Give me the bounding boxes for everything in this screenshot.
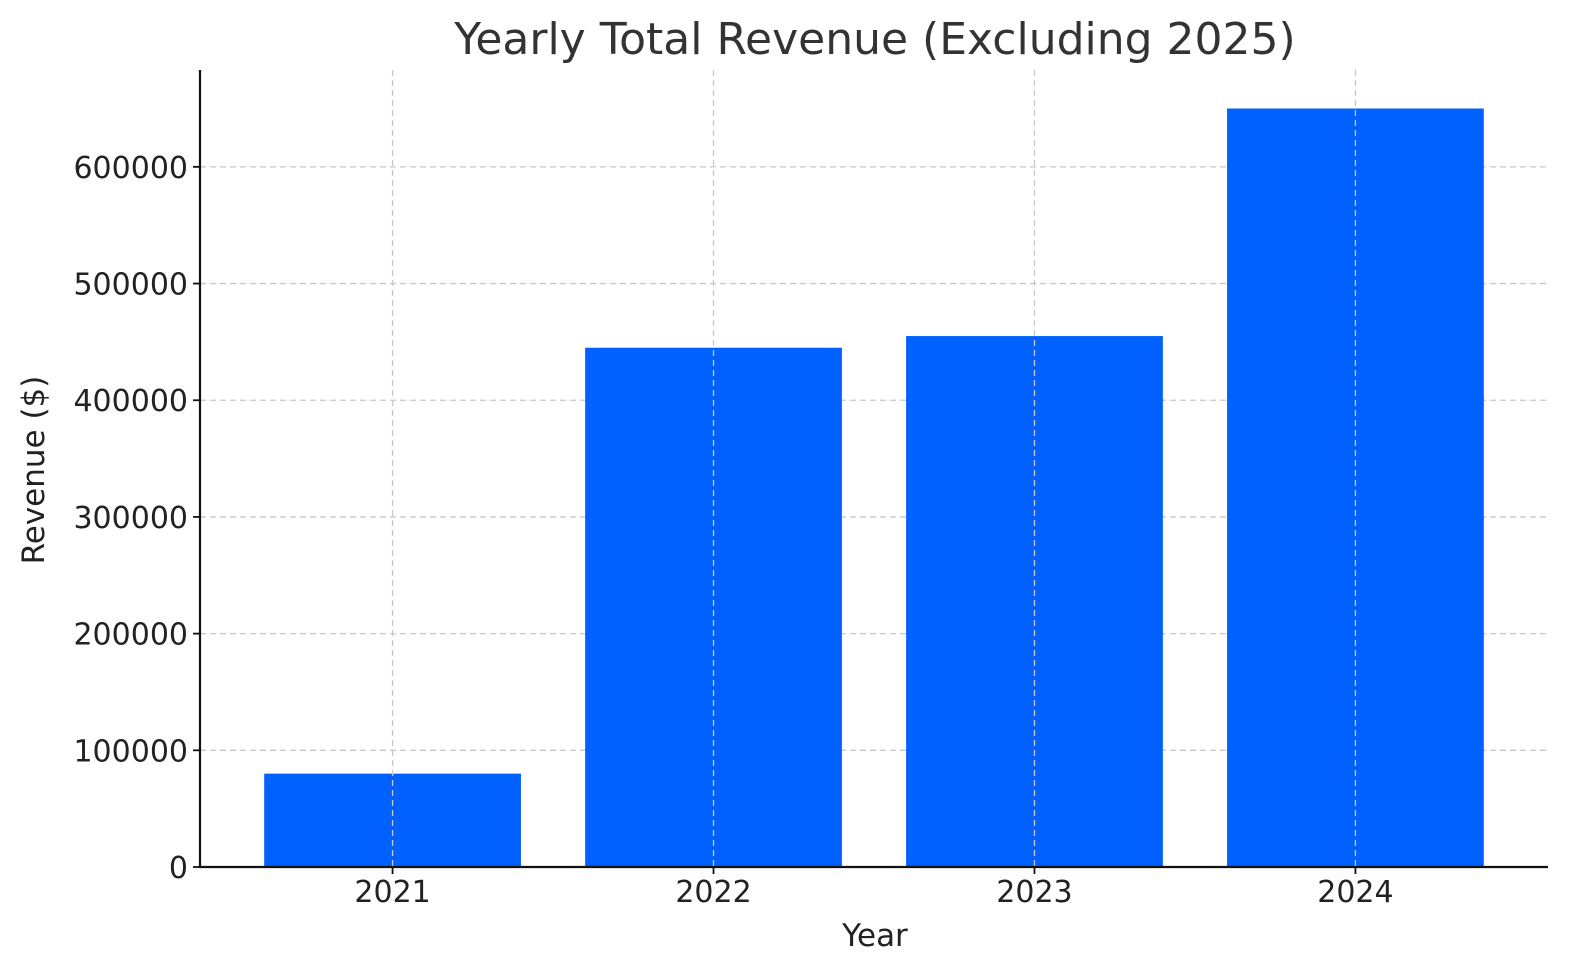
x-tick-label-2021: 2021	[354, 875, 430, 910]
y-tick-label-1: 100000	[73, 734, 188, 769]
y-tick-label-3: 300000	[73, 501, 188, 536]
x-axis-label: Year	[841, 918, 908, 954]
y-tick-label-0: 0	[169, 851, 188, 886]
bars	[264, 70, 1484, 867]
y-tick-label-2: 200000	[73, 618, 188, 653]
x-tick-label-2023: 2023	[996, 875, 1072, 910]
chart-title: Yearly Total Revenue (Excluding 2025)	[453, 14, 1295, 65]
y-axis-label: Revenue ($)	[16, 376, 52, 565]
axes	[193, 70, 1548, 874]
x-tick-label-2022: 2022	[675, 875, 751, 910]
tick-labels: 0 100000 200000 300000 400000 500000 600000 202…	[73, 151, 1393, 910]
y-tick-label-4: 400000	[73, 384, 188, 419]
y-tick-label-6: 600000	[73, 151, 188, 186]
x-tick-label-2024: 2024	[1317, 875, 1393, 910]
y-tick-label-5: 500000	[73, 268, 188, 303]
